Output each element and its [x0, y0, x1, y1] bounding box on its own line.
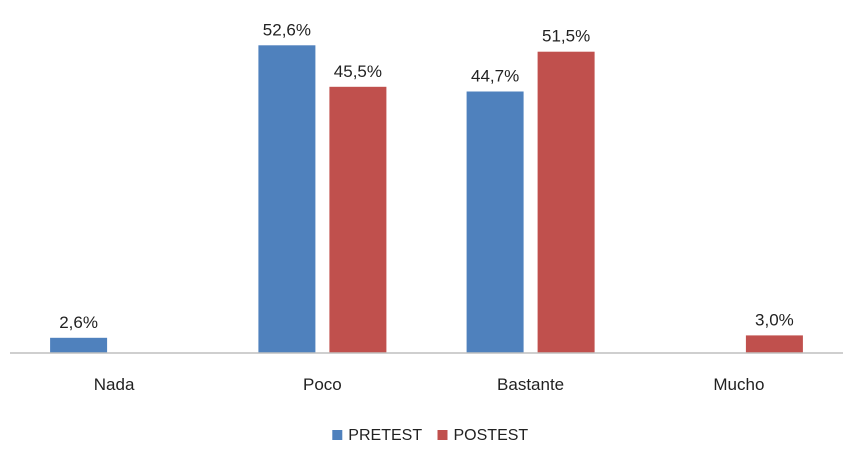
bar-postest-mucho [745, 335, 803, 353]
data-labels-group: 2,6% 52,6% 45,5% 44,7% 51,5% 3,0% [59, 20, 794, 332]
legend-swatch-pretest [332, 430, 343, 440]
data-label-postest-mucho: 3,0% [755, 310, 794, 329]
bars-group [50, 45, 803, 354]
legend: PRETEST POSTEST [332, 427, 528, 444]
data-label-postest-poco: 45,5% [334, 62, 382, 81]
data-label-pretest-bastante: 44,7% [471, 67, 519, 86]
bar-postest-poco [329, 86, 387, 354]
bar-pretest-poco [258, 45, 316, 354]
bar-pretest-bastante [466, 91, 524, 353]
data-label-pretest-nada: 2,6% [59, 313, 98, 332]
x-tick-label-poco: Poco [303, 375, 342, 394]
x-tick-labels: Nada Poco Bastante Mucho [94, 375, 765, 394]
legend-label-postest: POSTEST [454, 427, 529, 444]
legend-label-pretest: PRETEST [348, 427, 422, 444]
bar-postest-bastante [537, 51, 595, 353]
data-label-postest-bastante: 51,5% [542, 27, 590, 46]
data-label-pretest-poco: 52,6% [263, 20, 311, 39]
x-tick-label-bastante: Bastante [497, 375, 564, 394]
x-tick-label-mucho: Mucho [713, 375, 764, 394]
x-tick-label-nada: Nada [94, 375, 135, 394]
legend-swatch-postest [437, 430, 448, 440]
bar-pretest-nada [50, 337, 108, 353]
